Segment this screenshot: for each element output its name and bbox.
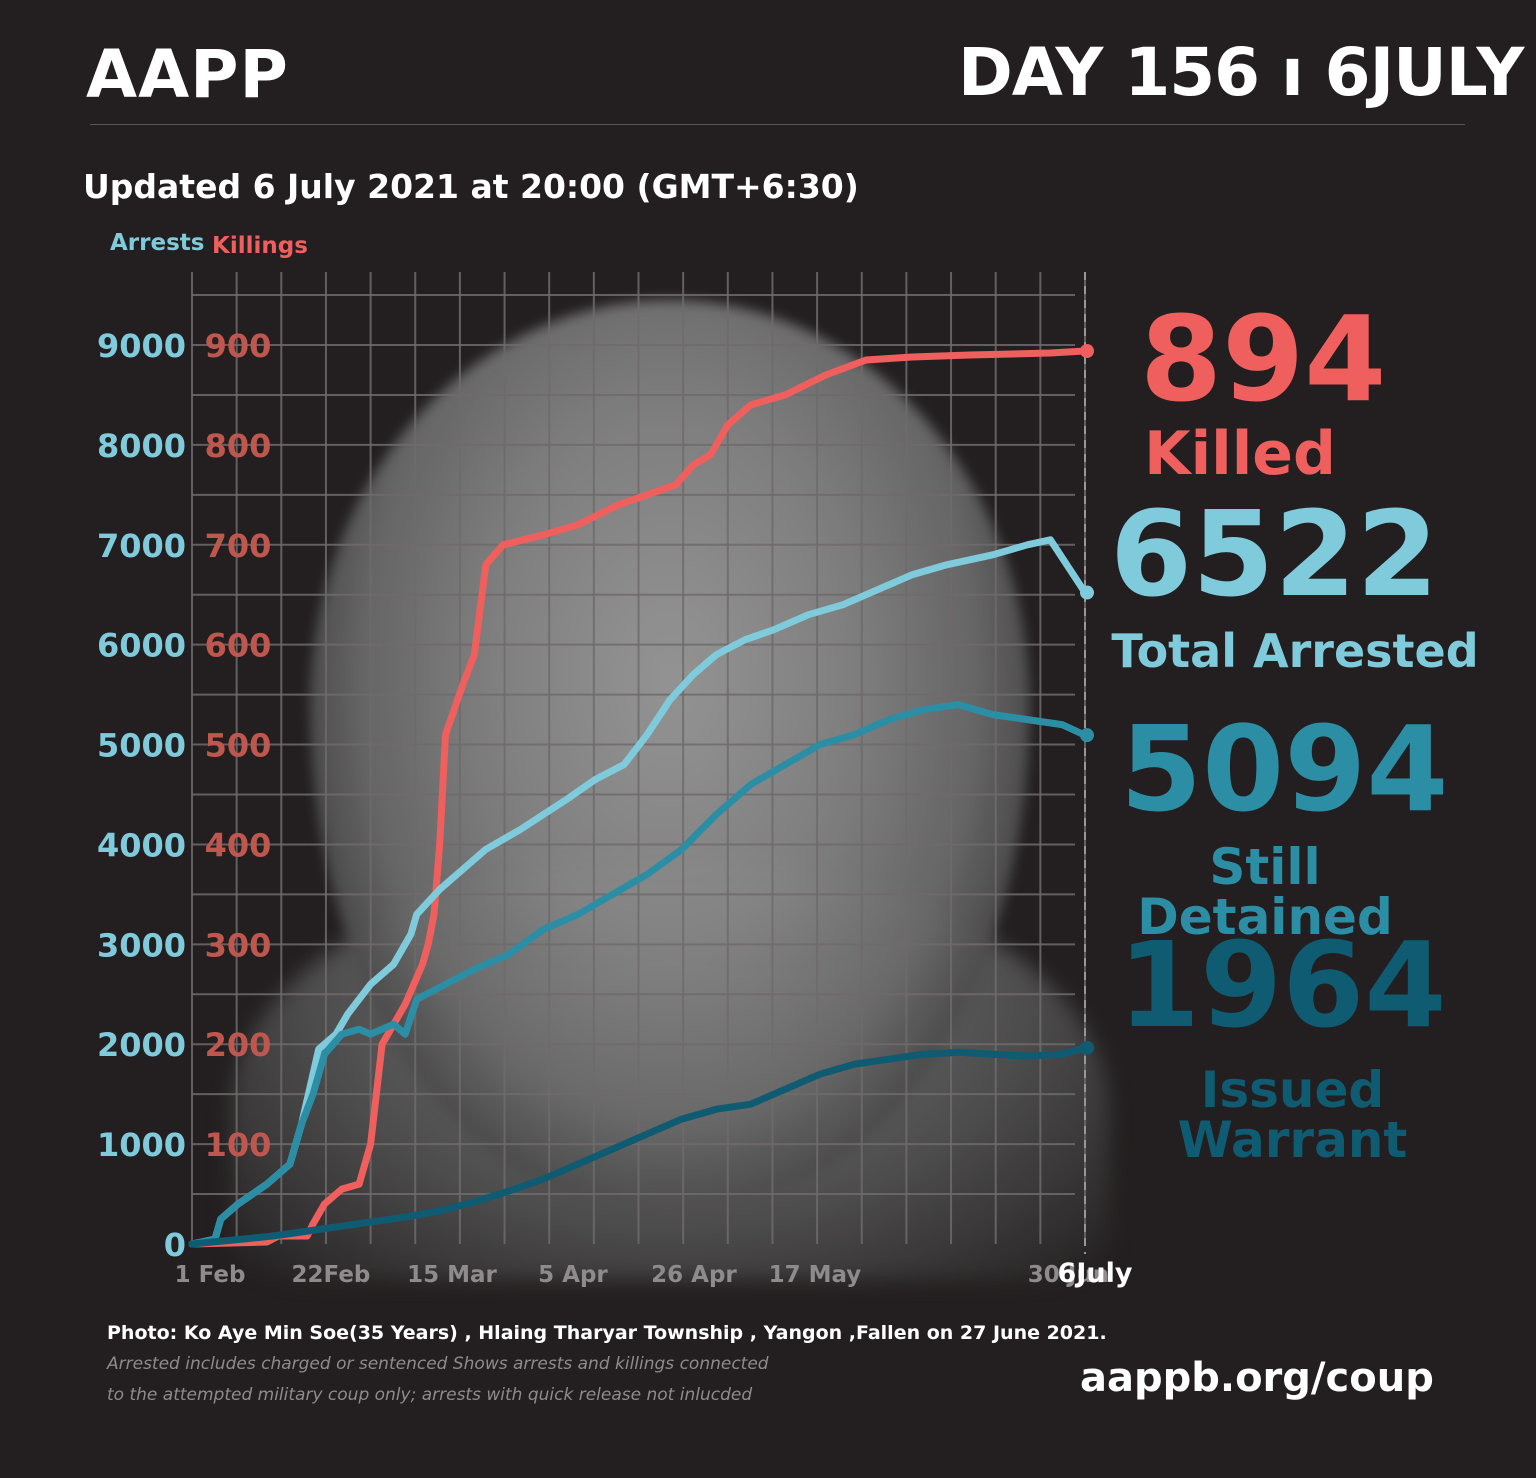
x-axis-tick-label: 1 Feb [175, 1262, 246, 1288]
chart-axes: 0 1000 2000 3000 4000 5000 6000 7000 8000 9000 100… [97, 327, 1133, 1289]
arrests-axis-tick-label: 9000 [97, 327, 186, 365]
killings-axis-tick-label: 600 [205, 627, 272, 665]
series-end-point [1080, 585, 1094, 600]
killings-axis-tick-label: 900 [205, 327, 272, 365]
killings-axis-tick-label: 800 [205, 427, 272, 465]
methodology-note-line-1: Arrested includes charged or sentenced S… [107, 1354, 769, 1374]
photo-caption: Photo: Ko Aye Min Soe(35 Years) , Hlaing… [107, 1322, 1107, 1344]
x-axis-tick-label: 15 Mar [407, 1262, 497, 1288]
killings-axis-tick-label: 700 [205, 527, 272, 565]
arrests-axis-tick-label: 3000 [97, 926, 186, 964]
killings-axis-tick-label: 300 [205, 926, 272, 964]
x-axis-tick-label: 17 May [769, 1262, 862, 1288]
killed-count: 894 [1140, 290, 1387, 428]
warrant-label: Issued Warrant [1177, 1061, 1408, 1169]
series-end-point [1080, 1040, 1094, 1055]
killings-axis-tick-label: 200 [205, 1026, 272, 1064]
detained-label: Still Detained [1137, 838, 1393, 946]
detained-count: 5094 [1120, 700, 1449, 838]
day-date-title: DAY 156 ı 6JULY [958, 34, 1524, 111]
series-line [188, 701, 1089, 1248]
killed-label: Killed [1144, 419, 1336, 489]
portrait-photo [310, 300, 1030, 1200]
arrests-axis-tick-label: 8000 [97, 427, 186, 465]
arrests-axis-tick-label: 4000 [97, 826, 186, 864]
warrant-count: 1964 [1118, 916, 1447, 1054]
arrests-axis-tick-label: 6000 [97, 627, 186, 665]
brand-title: AAPP [86, 36, 289, 113]
arrested-count: 6522 [1110, 485, 1439, 623]
killings-axis-tick-label: 100 [205, 1126, 272, 1164]
legend-arrests: Arrests [110, 230, 205, 256]
x-axis-tick-label: 26 Apr [651, 1262, 737, 1288]
arrests-axis-tick-label: 7000 [97, 527, 186, 565]
updated-timestamp: Updated 6 July 2021 at 20:00 (GMT+6:30) [83, 167, 859, 206]
methodology-note-line-2: to the attempted military coup only; arr… [107, 1385, 753, 1405]
arrested-label: Total Arrested [1111, 624, 1479, 678]
chart-grid [191, 272, 1086, 1254]
killings-axis-tick-label: 500 [205, 727, 272, 765]
chart-series [188, 343, 1094, 1248]
arrests-axis-tick-label: 0 [164, 1226, 186, 1264]
legend-killings: Killings [212, 233, 308, 259]
x-axis-tick-label: 6July [1058, 1258, 1133, 1289]
source-url: aappb.org/coup [1080, 1355, 1434, 1401]
arrests-axis-tick-label: 2000 [97, 1026, 186, 1064]
header-divider [90, 124, 1465, 125]
killings-axis-tick-label: 400 [205, 826, 272, 864]
series-end-point [1080, 728, 1094, 743]
series-line [188, 347, 1089, 1248]
arrests-axis-tick-label: 1000 [97, 1126, 186, 1164]
arrests-axis-tick-label: 5000 [97, 727, 186, 765]
series-end-point [1080, 343, 1094, 358]
series-line [188, 1044, 1089, 1248]
x-axis-tick-label: 5 Apr [538, 1262, 608, 1288]
x-axis-tick-label: 30 Jun [1028, 1262, 1109, 1288]
x-axis-tick-label: 22Feb [292, 1262, 371, 1288]
